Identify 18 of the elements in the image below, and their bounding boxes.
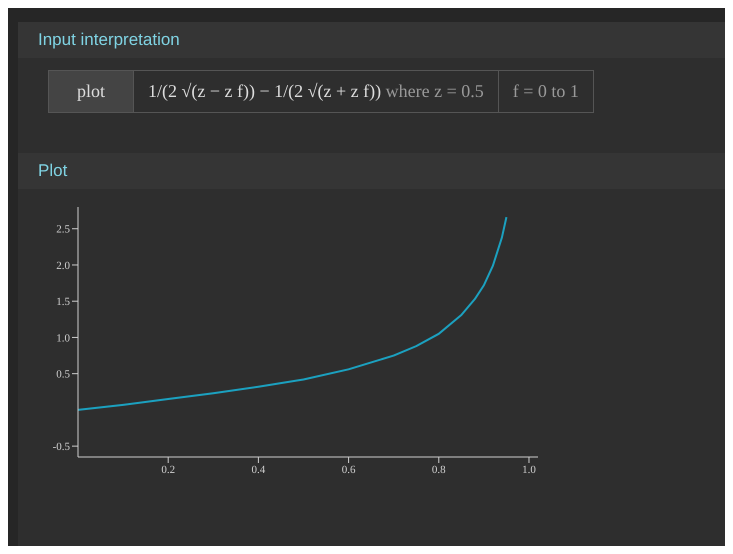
y-tick-label: 1.0 — [56, 332, 70, 344]
text: 1/(2 √(z − z f)) − 1/(2 √(z + z f)) — [148, 81, 382, 101]
text: where z = 0.5 — [386, 81, 484, 101]
line-series — [78, 216, 508, 411]
text: plot — [48, 70, 134, 112]
y-tick-label: 2.5 — [56, 224, 70, 236]
y-tick-label: 1.5 — [56, 296, 70, 308]
x-tick-label: 0.4 — [252, 464, 266, 476]
text: f = 0 to 1 — [498, 70, 594, 112]
x-tick-label: 1.0 — [522, 464, 536, 476]
y-tick-label: 0.5 — [56, 368, 70, 381]
x-tick-label: 0.2 — [161, 464, 176, 476]
chart-title: Plot — [18, 153, 725, 189]
x-tick-label: 0.8 — [432, 464, 446, 476]
y-tick-label: -0.5 — [52, 441, 70, 454]
x-tick-label: 0.6 — [342, 464, 356, 476]
text: Input interpretation — [18, 22, 725, 58]
y-tick-label: 2.0 — [56, 260, 70, 272]
